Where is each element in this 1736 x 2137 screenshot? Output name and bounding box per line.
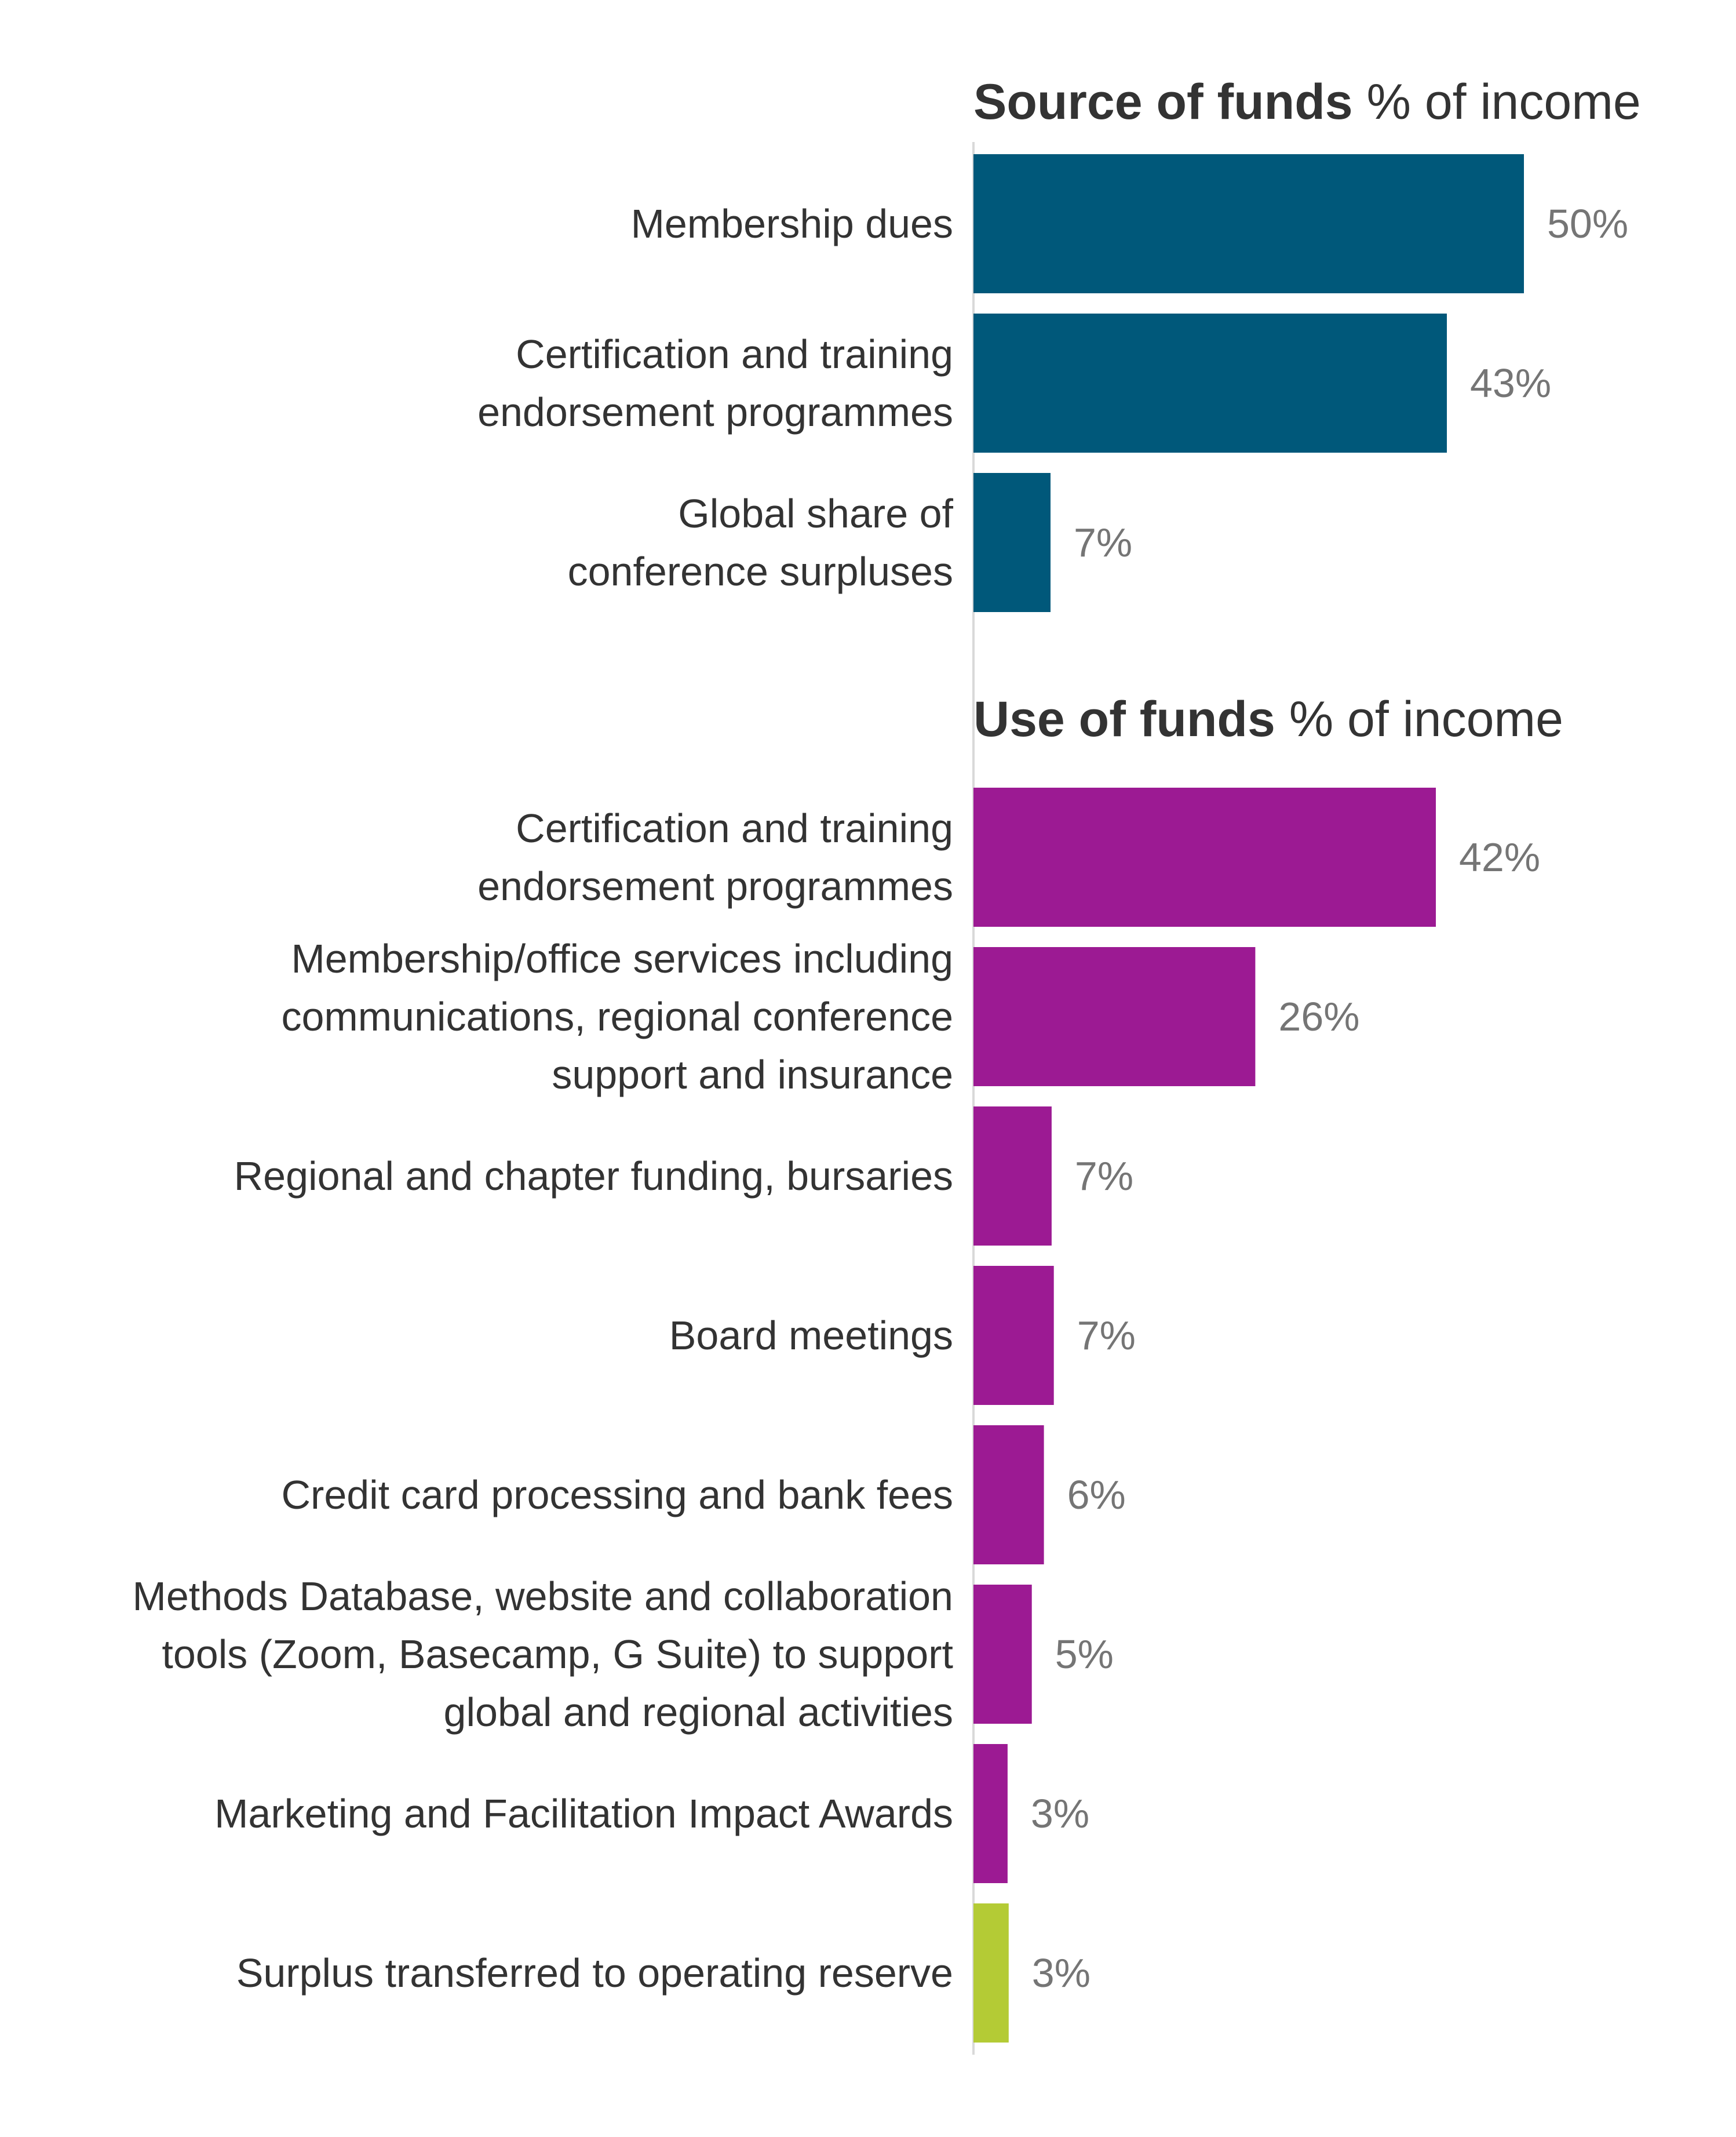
- source-category-label-2-line-0: Global share of: [678, 491, 953, 536]
- use-value-label-3: 7%: [1077, 1313, 1136, 1358]
- source-category-label-0: Membership dues: [631, 201, 953, 246]
- use-category-label-1-line-1: communications, regional conference: [281, 994, 953, 1039]
- use-value-label-2: 7%: [1075, 1153, 1133, 1199]
- use-category-label-7-line-0: Surplus transferred to operating reserve: [236, 1950, 953, 1996]
- use-category-label-2: Regional and chapter funding, bursaries: [234, 1153, 953, 1199]
- source-bar-0: [973, 154, 1524, 293]
- use-bar-5: [973, 1585, 1032, 1724]
- use-bar-6: [973, 1744, 1008, 1883]
- use-category-label-5-line-1: tools (Zoom, Basecamp, G Suite) to suppo…: [162, 1632, 953, 1677]
- use-category-label-0: Certification and training endorsement pr…: [477, 806, 953, 909]
- source-category-label-1: Certification and training endorsement pr…: [477, 332, 953, 435]
- source-category-label-0-line-0: Membership dues: [631, 201, 953, 246]
- use-category-label-1: Membership/office services including comm…: [281, 936, 953, 1097]
- source-title-bold: Source of funds: [973, 74, 1353, 130]
- use-bar-0: [973, 788, 1436, 927]
- use-section-title: Use of funds % of income: [973, 691, 1563, 747]
- use-category-label-0-line-0: Certification and training: [516, 806, 953, 851]
- use-title-bold: Use of funds: [973, 691, 1275, 747]
- use-value-label-1: 26%: [1278, 994, 1359, 1039]
- use-bar-4: [973, 1425, 1044, 1564]
- use-category-label-6: Marketing and Facilitation Impact Awards: [214, 1791, 953, 1836]
- source-category-label-1-line-1: endorsement programmes: [477, 389, 953, 435]
- source-bar-1: [973, 314, 1447, 453]
- use-category-label-5: Methods Database, website and collaborat…: [133, 1574, 953, 1735]
- use-category-label-0-line-1: endorsement programmes: [477, 864, 953, 909]
- use-category-label-4: Credit card processing and bank fees: [281, 1472, 953, 1517]
- source-section-title: Source of funds % of income: [973, 74, 1641, 130]
- use-value-label-7: 3%: [1032, 1950, 1091, 1996]
- use-bar-2: [973, 1106, 1052, 1246]
- source-category-label-1-line-0: Certification and training: [516, 332, 953, 377]
- source-bar-2: [973, 473, 1051, 612]
- use-category-label-6-line-0: Marketing and Facilitation Impact Awards: [214, 1791, 953, 1836]
- use-category-label-1-line-2: support and insurance: [552, 1052, 953, 1097]
- use-category-label-1-line-0: Membership/office services including: [291, 936, 953, 981]
- use-value-label-6: 3%: [1031, 1791, 1089, 1836]
- use-bar-1: [973, 947, 1256, 1086]
- use-category-label-3-line-0: Board meetings: [669, 1313, 953, 1358]
- use-category-label-5-line-2: global and regional activities: [444, 1690, 953, 1735]
- source-value-label-0: 50%: [1547, 201, 1628, 246]
- use-title-regular: % of income: [1275, 691, 1563, 747]
- source-category-label-2-line-1: conference surpluses: [568, 549, 953, 594]
- use-value-label-4: 6%: [1067, 1472, 1126, 1517]
- use-category-label-5-line-0: Methods Database, website and collaborat…: [133, 1574, 953, 1619]
- use-value-label-0: 42%: [1459, 835, 1540, 880]
- source-value-label-2: 7%: [1074, 520, 1132, 565]
- use-category-label-2-line-0: Regional and chapter funding, bursaries: [234, 1153, 953, 1199]
- use-category-label-3: Board meetings: [669, 1313, 953, 1358]
- source-category-label-2: Global share of conference surpluses: [568, 491, 954, 594]
- use-bar-7: [973, 1903, 1009, 2043]
- source-title-regular: % of income: [1353, 74, 1641, 130]
- use-bar-3: [973, 1266, 1054, 1405]
- source-value-label-1: 43%: [1470, 361, 1551, 406]
- use-category-label-4-line-0: Credit card processing and bank fees: [281, 1472, 953, 1517]
- use-category-label-7: Surplus transferred to operating reserve: [236, 1950, 953, 1996]
- use-value-label-5: 5%: [1055, 1632, 1114, 1677]
